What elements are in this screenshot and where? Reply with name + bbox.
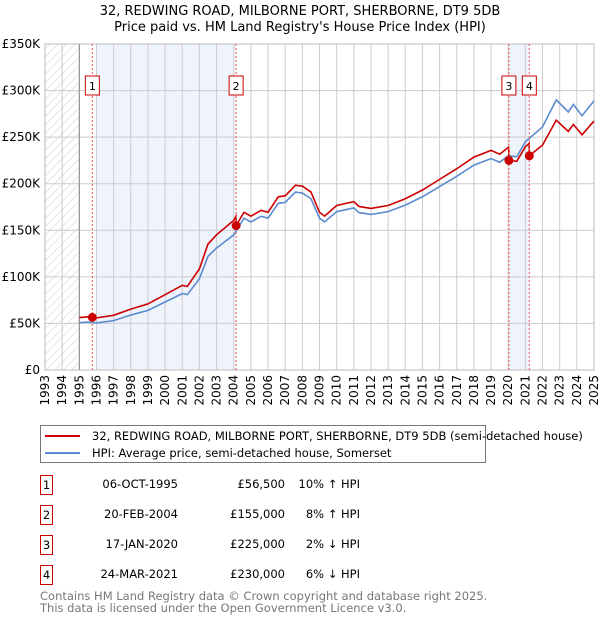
sale-hpi-diff: 2% ↓ HPI (305, 537, 360, 551)
x-tick-label: 1994 (55, 375, 69, 406)
y-tick-label: £50K (9, 316, 41, 330)
sale-label: 3 (505, 80, 512, 93)
footer-licence: This data is licensed under the Open Gov… (40, 601, 407, 615)
x-tick-label: 2014 (398, 375, 412, 406)
x-tick-label: 2023 (553, 375, 567, 406)
x-tick-label: 2009 (313, 375, 327, 406)
sale-number: 3 (40, 535, 53, 555)
x-tick-label: 2018 (467, 375, 481, 406)
sale-number: 4 (40, 565, 53, 585)
hpi-line (79, 98, 595, 324)
x-tick-label: 2001 (175, 375, 189, 406)
plot-border (44, 43, 595, 371)
sale-number: 1 (40, 475, 53, 495)
x-tick-label: 2008 (295, 375, 309, 406)
legend-item-hpi: HPI: Average price, semi-detached house,… (41, 445, 391, 461)
legend-label: 32, REDWING ROAD, MILBORNE PORT, SHERBOR… (92, 429, 583, 443)
x-tick-label: 2005 (244, 375, 258, 406)
legend-swatch-red (45, 435, 80, 437)
sale-hpi-diff: 10% ↑ HPI (298, 477, 360, 491)
sale-label-box (84, 75, 100, 96)
x-tick-label: 2024 (570, 375, 584, 406)
chart-title: 32, REDWING ROAD, MILBORNE PORT, SHERBOR… (99, 4, 501, 19)
x-tick-label: 2012 (364, 375, 378, 406)
x-tick-label: 2015 (415, 375, 429, 406)
sale-number: 2 (40, 505, 53, 525)
sale-point (87, 312, 97, 322)
x-tick-label: 1993 (38, 375, 52, 406)
sale-date: 20-FEB-2004 (104, 507, 178, 521)
table-row: 4 24-MAR-2021 £230,000 6% ↓ HPI (40, 565, 440, 585)
sale-point (231, 221, 241, 231)
x-tick-label: 2007 (278, 375, 292, 406)
sale-date: 06-OCT-1995 (102, 477, 178, 491)
sale-price: £56,500 (237, 477, 285, 491)
footer-copyright: Contains HM Land Registry data © Crown c… (40, 589, 488, 603)
sale-point (504, 155, 514, 165)
shaded-period (508, 44, 530, 370)
x-tick-label: 2021 (518, 375, 532, 406)
x-tick-label: 2000 (158, 375, 172, 406)
x-tick-label: 1996 (89, 375, 103, 406)
x-tick-label: 2019 (484, 375, 498, 406)
sale-price: £230,000 (230, 567, 285, 581)
x-tick-label: 2004 (227, 375, 241, 406)
y-tick-label: £0 (25, 363, 40, 377)
price-chart: 1 2 3 4 1993 1994 1995 1996 1997 1998 1999 2000 2001… (2, 37, 600, 406)
table-row: 3 17-JAN-2020 £225,000 2% ↓ HPI (40, 535, 440, 555)
x-tick-label: 2022 (536, 375, 550, 406)
x-tick-label: 2006 (261, 375, 275, 406)
y-tick-label: £100K (2, 270, 42, 284)
x-tick-label: 2016 (433, 375, 447, 406)
x-tick-label: 2013 (381, 375, 395, 406)
x-tick-label: 2011 (347, 375, 361, 406)
sale-price: £155,000 (230, 507, 285, 521)
y-tick-label: £250K (2, 130, 42, 144)
sale-label-box (228, 75, 244, 96)
legend-swatch-blue (45, 452, 80, 454)
sale-label: 2 (233, 80, 240, 93)
property-price-line (79, 118, 595, 319)
y-tick-label: £350K (2, 37, 42, 51)
shaded-period (96, 44, 237, 370)
x-tick-label: 2002 (192, 375, 206, 406)
y-tick-label: £300K (2, 84, 42, 98)
table-row: 1 06-OCT-1995 £56,500 10% ↑ HPI (40, 475, 440, 495)
sale-label-box (501, 75, 517, 96)
legend-item-property: 32, REDWING ROAD, MILBORNE PORT, SHERBOR… (41, 428, 583, 444)
sale-label: 4 (526, 80, 533, 93)
sale-date: 17-JAN-2020 (105, 537, 179, 551)
sale-date: 24-MAR-2021 (100, 567, 178, 581)
x-tick-label: 2010 (330, 375, 344, 406)
table-row: 2 20-FEB-2004 £155,000 8% ↑ HPI (40, 505, 440, 525)
x-tick-label: 2020 (501, 375, 515, 406)
x-tick-label: 1997 (107, 375, 121, 406)
sale-hpi-diff: 8% ↑ HPI (305, 507, 360, 521)
sale-hpi-diff: 6% ↓ HPI (305, 567, 360, 581)
x-tick-label: 1999 (141, 375, 155, 406)
legend-label: HPI: Average price, semi-detached house,… (92, 446, 392, 460)
x-tick-label: 1995 (72, 375, 86, 406)
sale-label: 1 (89, 80, 96, 93)
chart-subtitle: Price paid vs. HM Land Registry's House … (114, 20, 486, 35)
sale-label-box (521, 75, 537, 96)
legend: 32, REDWING ROAD, MILBORNE PORT, SHERBOR… (40, 425, 583, 463)
y-tick-label: £150K (2, 223, 42, 237)
x-tick-label: 2025 (587, 375, 600, 406)
sale-price: £225,000 (230, 537, 285, 551)
x-tick-label: 2017 (450, 375, 464, 406)
x-tick-label: 1998 (124, 375, 138, 406)
x-tick-label: 2003 (210, 375, 224, 406)
sale-point (524, 151, 534, 161)
y-tick-label: £200K (2, 177, 42, 191)
